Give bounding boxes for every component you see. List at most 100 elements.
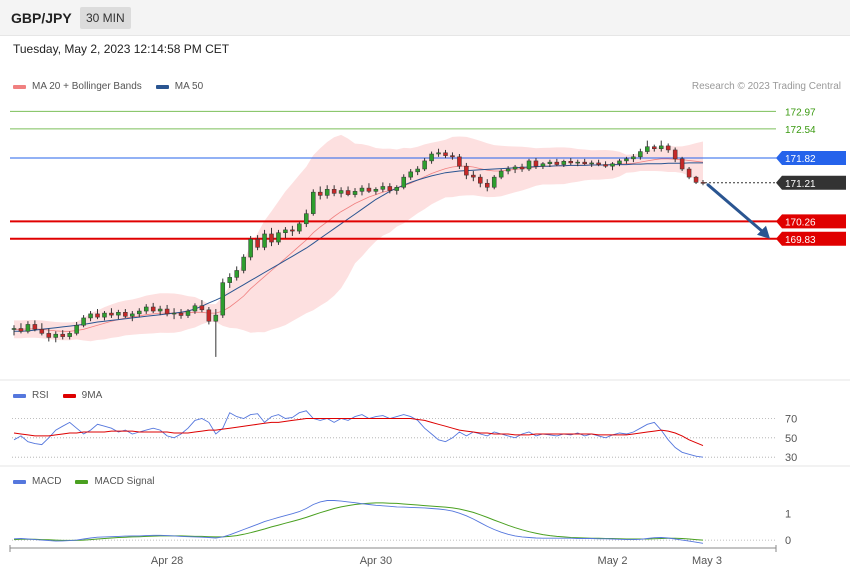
candle-body[interactable] [143, 306, 149, 312]
candle-body[interactable] [436, 152, 441, 155]
candle-body[interactable] [81, 317, 86, 326]
candle-body[interactable] [164, 308, 170, 315]
candle-body[interactable] [60, 333, 65, 337]
candle-body[interactable] [658, 145, 664, 149]
candle-body[interactable] [102, 312, 107, 318]
candle-body[interactable] [554, 161, 560, 165]
candle-body[interactable] [575, 161, 580, 164]
candle-body[interactable] [582, 161, 587, 164]
candle-body[interactable] [408, 171, 413, 178]
candle-body[interactable] [485, 182, 490, 188]
candle-body[interactable] [540, 163, 546, 167]
candle-body[interactable] [596, 162, 601, 165]
candle-body[interactable] [359, 187, 365, 192]
candle-body[interactable] [471, 174, 476, 178]
candle-body[interactable] [373, 189, 379, 192]
candle-body[interactable] [74, 324, 79, 334]
candle-body[interactable] [491, 176, 497, 188]
candle-body[interactable] [561, 161, 567, 165]
candle-body[interactable] [206, 309, 212, 322]
candle-body[interactable] [304, 213, 309, 225]
candle-body[interactable] [32, 324, 38, 330]
candle-body[interactable] [526, 160, 532, 170]
candle-body[interactable] [317, 191, 323, 196]
candle-body[interactable] [324, 189, 330, 196]
candle-body[interactable] [700, 182, 706, 184]
candle-body[interactable] [185, 310, 191, 316]
candlesticks[interactable] [11, 140, 706, 357]
candle-body[interactable] [11, 328, 17, 330]
candle-body[interactable] [422, 160, 427, 170]
candle-body[interactable] [568, 161, 574, 164]
candle-body[interactable] [498, 170, 504, 178]
candle-body[interactable] [366, 187, 372, 192]
candle-body[interactable] [269, 233, 274, 243]
candle-body[interactable] [505, 168, 511, 172]
candle-body[interactable] [679, 158, 685, 170]
candle-body[interactable] [450, 155, 455, 158]
candle-body[interactable] [415, 168, 420, 173]
candle-body[interactable] [178, 312, 184, 316]
candle-body[interactable] [67, 333, 72, 337]
candle-body[interactable] [672, 149, 678, 160]
timeframe-badge[interactable]: 30 MIN [80, 7, 131, 29]
candle-body[interactable] [380, 186, 386, 190]
candle-body[interactable] [693, 176, 699, 183]
candle-body[interactable] [610, 163, 615, 167]
candle-body[interactable] [241, 256, 246, 271]
candle-body[interactable] [638, 151, 643, 158]
candle-body[interactable] [199, 305, 205, 311]
candle-body[interactable] [283, 229, 288, 233]
candle-body[interactable] [345, 190, 351, 195]
candle-body[interactable] [255, 238, 260, 248]
candle-body[interactable] [95, 313, 100, 318]
candle-body[interactable] [512, 166, 518, 170]
candle-body[interactable] [171, 312, 177, 315]
candle-body[interactable] [227, 277, 232, 283]
candle-body[interactable] [464, 165, 469, 176]
candle-body[interactable] [631, 156, 636, 160]
candle-body[interactable] [213, 314, 219, 322]
candle-body[interactable] [150, 306, 156, 312]
candle-body[interactable] [297, 223, 302, 232]
candle-body[interactable] [25, 324, 31, 332]
candle-body[interactable] [519, 166, 525, 170]
candle-body[interactable] [39, 329, 45, 334]
candle-body[interactable] [394, 187, 400, 191]
candle-body[interactable] [137, 310, 142, 315]
candle-body[interactable] [665, 145, 671, 151]
candle-body[interactable] [123, 312, 128, 317]
candle-body[interactable] [429, 153, 434, 162]
candle-body[interactable] [116, 312, 121, 316]
candle-body[interactable] [192, 305, 198, 312]
candle-body[interactable] [478, 176, 483, 184]
candle-body[interactable] [617, 160, 622, 164]
candle-body[interactable] [457, 156, 462, 167]
candle-body[interactable] [603, 164, 608, 167]
candle-body[interactable] [276, 232, 281, 243]
candle-body[interactable] [262, 233, 267, 248]
candle-body[interactable] [443, 152, 448, 156]
candle-body[interactable] [18, 328, 24, 332]
candle-body[interactable] [109, 312, 114, 316]
candle-body[interactable] [234, 270, 239, 278]
candle-body[interactable] [338, 190, 344, 194]
candle-body[interactable] [686, 168, 692, 178]
candle-body[interactable] [248, 238, 253, 258]
candle-body[interactable] [88, 313, 93, 319]
candle-body[interactable] [130, 313, 135, 317]
candle-body[interactable] [652, 146, 657, 149]
candle-body[interactable] [311, 191, 316, 214]
candle-body[interactable] [53, 333, 59, 338]
candle-body[interactable] [589, 162, 594, 165]
candle-body[interactable] [387, 186, 393, 191]
candle-body[interactable] [547, 161, 553, 164]
candle-body[interactable] [157, 308, 163, 312]
candle-body[interactable] [401, 176, 406, 188]
candle-body[interactable] [46, 333, 52, 338]
candle-body[interactable] [645, 146, 650, 152]
candle-body[interactable] [290, 229, 295, 232]
candle-body[interactable] [352, 191, 358, 195]
candle-body[interactable] [331, 189, 337, 194]
candle-body[interactable] [624, 158, 629, 162]
